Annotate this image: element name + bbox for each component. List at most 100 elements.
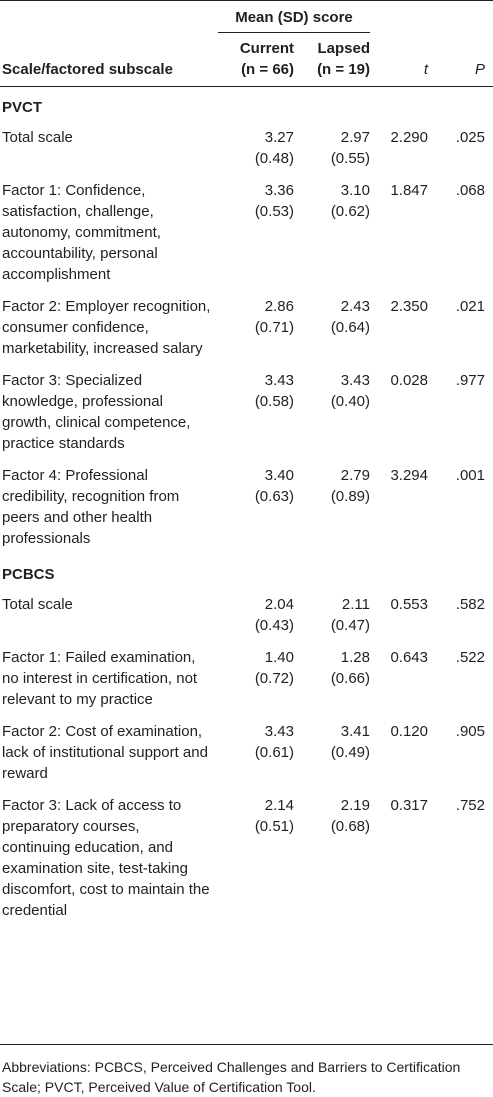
current-cell: 2.14 (0.51): [218, 789, 294, 926]
sd: (0.71): [254, 319, 294, 336]
mean: 2.19: [340, 797, 370, 814]
table-body: PVCT Total scale 3.27 (0.48) 2.97 (0.55) 2.290…: [0, 87, 493, 927]
column-header: P: [428, 32, 493, 87]
mean: 1.40: [264, 649, 294, 666]
p-value: .068: [455, 182, 485, 199]
t-value: 2.290: [390, 129, 428, 146]
mean: 3.36: [264, 182, 294, 199]
lapsed-cell: 3.41 (0.49): [294, 715, 370, 789]
p-value: .977: [455, 372, 485, 389]
row-label: Factor 4: Professional credibility, reco…: [2, 467, 180, 547]
results-table: Mean (SD) score Scale/factored subscale …: [0, 1, 493, 926]
sd: (0.64): [330, 319, 370, 336]
sd: (0.55): [330, 150, 370, 167]
data-row: Factor 1: Failed examination, no interes…: [0, 641, 493, 715]
mean: 3.43: [264, 723, 294, 740]
mean: 2.04: [264, 596, 294, 613]
t-value: 3.294: [390, 467, 428, 484]
mean: 3.43: [264, 372, 294, 389]
sd: (0.43): [254, 617, 294, 634]
t-value: 0.028: [390, 372, 428, 389]
current-cell: 3.43 (0.58): [218, 364, 294, 459]
data-row: Factor 2: Cost of examination, lack of i…: [0, 715, 493, 789]
current-cell: 3.43 (0.61): [218, 715, 294, 789]
t-value: 2.350: [390, 298, 428, 315]
mean: 3.27: [264, 129, 294, 146]
sd: (0.62): [330, 203, 370, 220]
p-value: .582: [455, 596, 485, 613]
section-title: PVCT: [2, 99, 43, 116]
t-value: 0.643: [390, 649, 428, 666]
mean: 3.43: [340, 372, 370, 389]
t-value: 0.120: [390, 723, 428, 740]
current-cell: 2.86 (0.71): [218, 290, 294, 364]
current-cell: 2.04 (0.43): [218, 588, 294, 641]
current-cell: 3.27 (0.48): [218, 121, 294, 174]
mean: 3.41: [340, 723, 370, 740]
t-value: 0.553: [390, 596, 428, 613]
row-label: Total scale: [2, 596, 73, 613]
sd: (0.48): [254, 150, 294, 167]
section-row: PVCT: [0, 87, 493, 122]
sd: (0.58): [254, 393, 294, 410]
lapsed-cell: 2.19 (0.68): [294, 789, 370, 926]
sd: (0.66): [330, 670, 370, 687]
lapsed-cell: 2.97 (0.55): [294, 121, 370, 174]
p-value: .025: [455, 129, 485, 146]
mean: 2.14: [264, 797, 294, 814]
mean: 3.40: [264, 467, 294, 484]
mean: 2.11: [341, 596, 370, 613]
p-value: .905: [455, 723, 485, 740]
section-row: PCBCS: [0, 554, 493, 588]
p-value: .752: [455, 797, 485, 814]
t-value: 1.847: [390, 182, 428, 199]
p-value: .021: [455, 298, 485, 315]
sd: (0.63): [254, 488, 294, 505]
row-label: Factor 3: Lack of access to preparatory …: [2, 797, 210, 919]
lapsed-cell: 2.11 (0.47): [294, 588, 370, 641]
sd: (0.47): [330, 617, 370, 634]
data-row: Total scale 3.27 (0.48) 2.97 (0.55) 2.290 .025: [0, 121, 493, 174]
row-label: Total scale: [2, 129, 73, 146]
column-header: (n = 19): [317, 61, 370, 78]
p-value: .001: [455, 467, 485, 484]
column-header: (n = 66): [241, 61, 294, 78]
column-header: Current: [239, 40, 294, 57]
sd: (0.68): [330, 818, 370, 835]
sd: (0.49): [330, 744, 370, 761]
row-label: Factor 3: Specialized knowledge, profess…: [2, 372, 191, 452]
mean: 2.43: [340, 298, 370, 315]
data-row: Total scale 2.04 (0.43) 2.11 (0.47) 0.553 .582: [0, 588, 493, 641]
t-value: 0.317: [390, 797, 428, 814]
section-title: PCBCS: [2, 566, 55, 583]
lapsed-cell: 1.28 (0.66): [294, 641, 370, 715]
mean: 3.10: [340, 182, 370, 199]
data-row: Factor 3: Lack of access to preparatory …: [0, 789, 493, 926]
group-header: Mean (SD) score: [218, 1, 370, 33]
row-label: Factor 2: Cost of examination, lack of i…: [2, 723, 208, 782]
current-cell: 1.40 (0.72): [218, 641, 294, 715]
data-row: Factor 1: Confidence, satisfaction, chal…: [0, 174, 493, 290]
mean: 2.79: [340, 467, 370, 484]
current-cell: 3.36 (0.53): [218, 174, 294, 290]
sd: (0.61): [254, 744, 294, 761]
current-cell: 3.40 (0.63): [218, 459, 294, 554]
sd: (0.72): [254, 670, 294, 687]
row-label: Factor 1: Confidence, satisfaction, chal…: [2, 182, 161, 283]
mean: 1.28: [340, 649, 370, 666]
mean: 2.97: [340, 129, 370, 146]
lapsed-cell: 2.43 (0.64): [294, 290, 370, 364]
mean: 2.86: [264, 298, 294, 315]
column-header: Scale/factored subscale: [0, 32, 218, 87]
footnote: Abbreviations: PCBCS, Perceived Challeng…: [0, 1044, 493, 1097]
sd: (0.40): [330, 393, 370, 410]
sd: (0.89): [330, 488, 370, 505]
data-row: Factor 4: Professional credibility, reco…: [0, 459, 493, 554]
sd: (0.51): [254, 818, 294, 835]
lapsed-cell: 2.79 (0.89): [294, 459, 370, 554]
row-label: Factor 1: Failed examination, no interes…: [2, 649, 198, 708]
lapsed-cell: 3.10 (0.62): [294, 174, 370, 290]
sd: (0.53): [254, 203, 294, 220]
p-value: .522: [455, 649, 485, 666]
